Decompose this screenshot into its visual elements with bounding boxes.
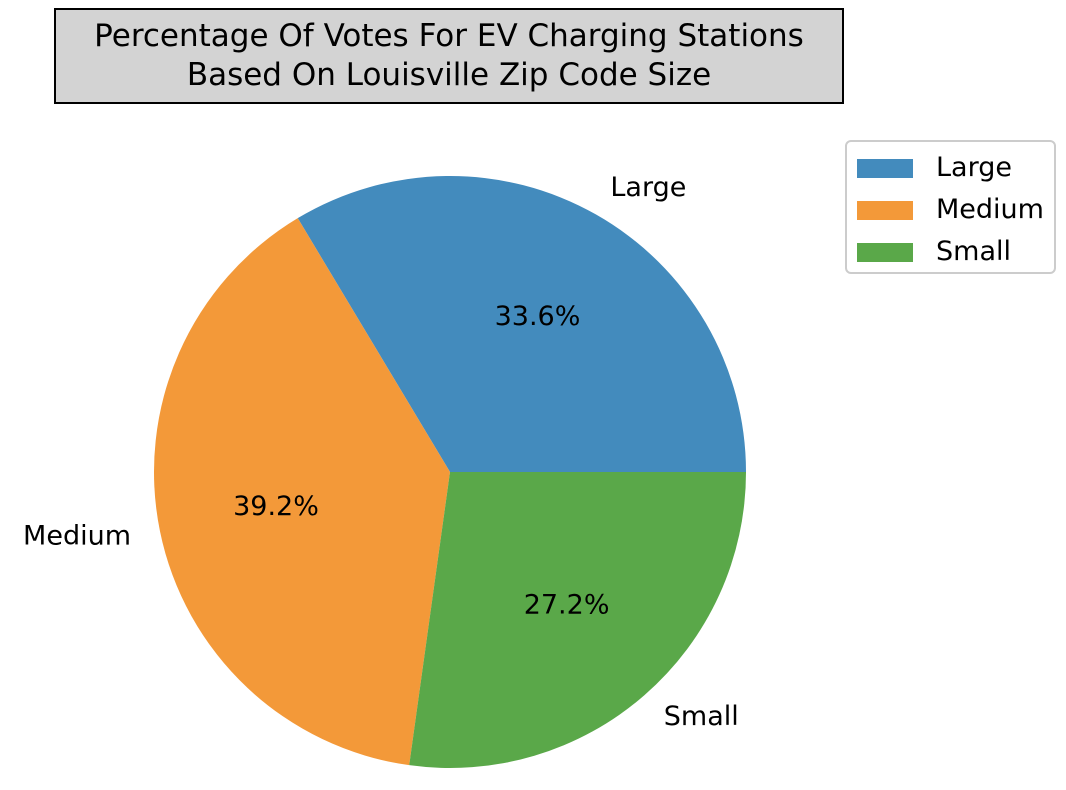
slice-percentage-small: 27.2%: [524, 590, 610, 621]
pie-slice-small: [409, 472, 746, 769]
legend-item-small: Small: [857, 231, 1054, 273]
chart-legend: Large Medium Small: [845, 140, 1056, 274]
pie-slices: [153, 176, 746, 769]
legend-swatch-medium: [857, 200, 913, 220]
legend-item-large: Large: [857, 147, 1054, 189]
pie-percentage-labels: 33.6% 39.2% 27.2%: [233, 301, 609, 621]
pie-slice-large: [297, 176, 746, 472]
pie-slice-medium: [153, 218, 451, 766]
legend-swatch-large: [857, 158, 913, 178]
legend-item-medium: Medium: [857, 189, 1054, 231]
chart-title-line-1: Percentage Of Votes For EV Charging Stat…: [94, 18, 804, 54]
legend-label-medium: Medium: [936, 194, 1044, 225]
slice-label-small: Small: [664, 701, 739, 732]
legend-swatch-small: [857, 242, 913, 262]
slice-label-medium: Medium: [23, 521, 131, 552]
slice-percentage-large: 33.6%: [495, 301, 581, 332]
chart-title-box: Percentage Of Votes For EV Charging Stat…: [54, 8, 844, 104]
pie-category-labels: Large Medium Small: [23, 172, 739, 732]
legend-label-small: Small: [936, 236, 1011, 267]
slice-label-large: Large: [610, 172, 686, 203]
chart-title-line-2: Based On Louisville Zip Code Size: [186, 57, 712, 93]
legend-label-large: Large: [936, 152, 1012, 183]
slice-percentage-medium: 39.2%: [233, 491, 319, 522]
